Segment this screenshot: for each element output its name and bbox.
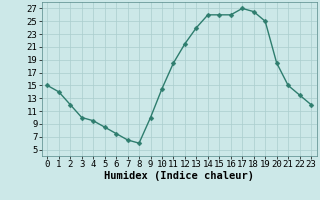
X-axis label: Humidex (Indice chaleur): Humidex (Indice chaleur) (104, 171, 254, 181)
